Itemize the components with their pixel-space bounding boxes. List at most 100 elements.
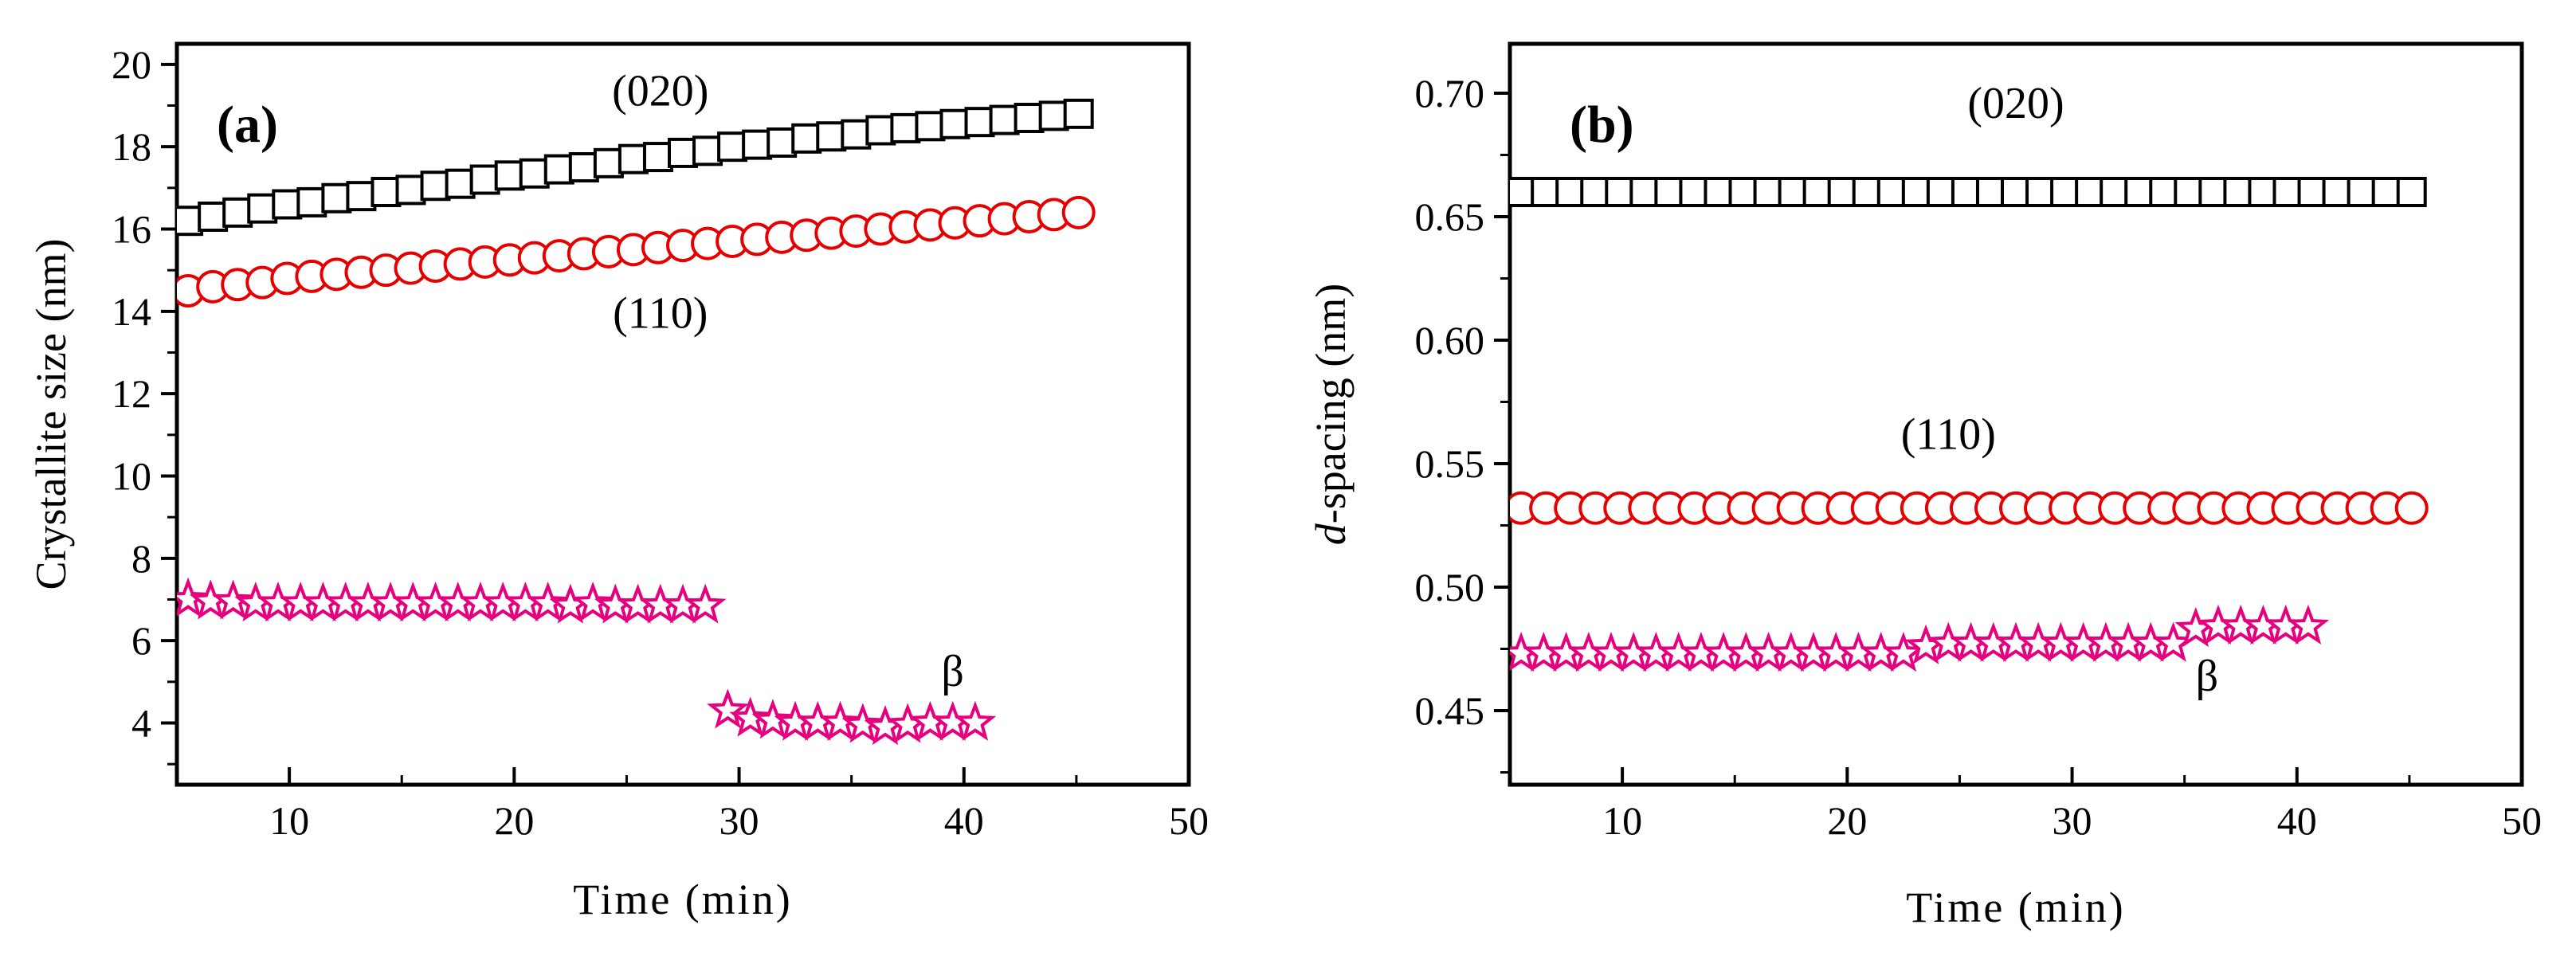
panel-a-square-point bbox=[767, 127, 798, 158]
panel-b-square-point bbox=[1531, 177, 1562, 207]
panel-a-square-point bbox=[543, 154, 574, 185]
panel-a-y-axis-label: Crystallite size (nm) bbox=[27, 239, 75, 590]
panel-a-y-tick-label: 20 bbox=[112, 42, 151, 87]
panel-b-square-point bbox=[1975, 177, 2006, 207]
panel-b-x-tick-label: 40 bbox=[2277, 798, 2317, 843]
panel-a-star-point bbox=[707, 688, 749, 729]
panel-b-circle-point bbox=[2394, 491, 2429, 525]
panel-a-square-point bbox=[469, 164, 500, 195]
panel-a-square-point bbox=[420, 170, 451, 202]
panel-b-square-point bbox=[2223, 177, 2254, 207]
panel-b-y-tick-label: 0.60 bbox=[1415, 318, 1485, 362]
panel-a-y-tick-label: 14 bbox=[112, 289, 151, 334]
panel-a-x-tick-label: 50 bbox=[1169, 798, 1209, 843]
panel-b-y-tick-label: 0.50 bbox=[1415, 565, 1485, 609]
panel-a-square-point bbox=[247, 193, 278, 224]
panel-b-y-axis-label-italic: d bbox=[1307, 523, 1355, 545]
panel-a-square-point bbox=[272, 189, 303, 220]
panel-a-square-point bbox=[692, 135, 723, 167]
panel-a-y-tick-label: 12 bbox=[112, 371, 151, 416]
panel-a-square-point bbox=[593, 147, 624, 178]
panel-b-square-point bbox=[1753, 177, 1784, 207]
panel-a-square-point bbox=[742, 129, 773, 160]
panel-b-square-point bbox=[2075, 177, 2106, 207]
panel-a-y-tick-label: 6 bbox=[131, 618, 151, 663]
panel-a-square-point bbox=[519, 158, 550, 189]
panel-b-series-annotation: (020) bbox=[1967, 79, 2064, 128]
panel-b-square-point bbox=[2100, 177, 2131, 207]
panel-a-label: (a) bbox=[217, 96, 278, 154]
panel-a-star-point bbox=[684, 583, 727, 624]
panel-b-square-point bbox=[1876, 177, 1907, 207]
panel-b-square-point bbox=[1901, 177, 1932, 207]
panel-b-series-annotation: (110) bbox=[1901, 409, 1996, 459]
panel-a-y-tick-label: 10 bbox=[112, 454, 151, 499]
panel-a-square-point bbox=[791, 123, 822, 154]
panel-a-square-point bbox=[1014, 103, 1045, 133]
panel-a-circle-point bbox=[1061, 195, 1096, 229]
panel-a-star-point bbox=[841, 703, 884, 743]
panel-b-square-point bbox=[2124, 177, 2155, 207]
panel-b-square-point bbox=[2001, 177, 2031, 207]
panel-b-square-point bbox=[1510, 177, 1537, 207]
panel-a-data-marks bbox=[177, 98, 1096, 746]
panel-a-square-point bbox=[494, 160, 525, 191]
panel-b-series-annotation: β bbox=[2196, 652, 2219, 701]
panel-b-square-point bbox=[1555, 177, 1586, 207]
panel-a-x-tick-label: 20 bbox=[494, 798, 534, 843]
panel-b-square-point bbox=[1951, 177, 1982, 207]
panel-b-square-point bbox=[2149, 177, 2180, 207]
panel-b-label: (b) bbox=[1570, 96, 1634, 154]
panel-b-x-tick-label: 30 bbox=[2053, 798, 2092, 843]
panel-a-square-point bbox=[321, 182, 352, 214]
panel-b-y-tick-label: 0.45 bbox=[1415, 688, 1485, 733]
panel-a-star-point bbox=[954, 700, 997, 741]
panel-a-square-point bbox=[964, 107, 995, 138]
panel-b-square-point bbox=[2347, 177, 2378, 207]
panel-b-star-point bbox=[2287, 604, 2330, 645]
panel-b-d-spacing: 10 20 30 40 50 0.45 0.50 0.55 0.60 0.65 0.70 (020)… bbox=[1307, 41, 2543, 931]
panel-b-y-axis-label: d-spacing (nm) bbox=[1307, 284, 1355, 545]
panel-a-square-point bbox=[371, 177, 402, 207]
panel-b-square-point bbox=[1926, 177, 1957, 207]
panel-a-series-annotation: (020) bbox=[612, 67, 708, 116]
panel-a-tick-labels: 10 20 30 40 50 4 6 8 10 12 14 16 18 20 bbox=[112, 42, 1209, 843]
panel-b-square-point bbox=[1654, 177, 1685, 207]
panel-a-square-point bbox=[915, 111, 946, 142]
panel-b-square-point bbox=[1704, 177, 1735, 207]
panel-a-series-annotation: (110) bbox=[613, 289, 708, 339]
panel-b-y-tick-label: 0.55 bbox=[1415, 441, 1485, 486]
panel-b-square-point bbox=[2248, 177, 2279, 207]
panel-a-x-tick-label: 30 bbox=[719, 798, 759, 843]
panel-a-square-point bbox=[865, 115, 896, 146]
panel-b-square-point bbox=[1802, 177, 1833, 207]
panel-b-tick-labels: 10 20 30 40 50 0.45 0.50 0.55 0.60 0.65 0.70 bbox=[1415, 71, 2543, 843]
panel-b-ticks bbox=[1494, 92, 2523, 785]
panel-b-square-point bbox=[2297, 177, 2328, 207]
panel-b-square-point bbox=[1605, 177, 1636, 207]
panel-a-square-point bbox=[395, 174, 426, 206]
panel-a-star-point bbox=[751, 699, 794, 739]
panel-b-square-point bbox=[1629, 177, 1660, 207]
panel-a-square-point bbox=[222, 197, 253, 228]
panel-b-square-point bbox=[1852, 177, 1883, 207]
panel-a-y-tick-label: 18 bbox=[112, 124, 151, 169]
panel-a-square-point bbox=[568, 152, 599, 182]
panel-b-y-tick-label: 0.65 bbox=[1415, 194, 1485, 239]
panel-b-x-axis-label: Time (min) bbox=[1906, 884, 2126, 931]
panel-b-y-tick-label: 0.70 bbox=[1415, 71, 1485, 116]
panel-b-square-point bbox=[2371, 177, 2402, 207]
panel-a-series-annotation: β bbox=[941, 647, 964, 696]
panel-a-star-point bbox=[212, 579, 254, 620]
panel-b-x-tick-label: 10 bbox=[1602, 798, 1642, 843]
panel-a-x-axis-label: Time (min) bbox=[573, 876, 793, 923]
panel-a-square-point bbox=[939, 108, 970, 139]
panel-a-square-point bbox=[816, 121, 847, 152]
panel-a-square-point bbox=[642, 142, 673, 173]
panel-b-square-point bbox=[2396, 177, 2427, 207]
panel-a-square-point bbox=[890, 112, 921, 143]
panel-b-square-point bbox=[1679, 177, 1710, 207]
panel-b-x-tick-label: 50 bbox=[2502, 798, 2542, 843]
panel-b-square-point bbox=[1728, 177, 1759, 207]
